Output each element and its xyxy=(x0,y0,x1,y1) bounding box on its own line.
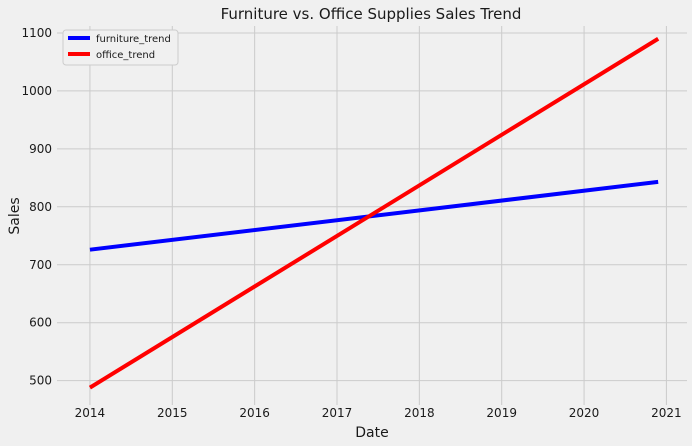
x-tick-label: 2017 xyxy=(322,406,353,420)
y-tick-label: 600 xyxy=(29,316,52,330)
series-line-office_trend xyxy=(88,37,660,390)
plot-area: 2014 2015 2016 2017 2018 2019 2020 2021 500 600 7… xyxy=(21,26,687,420)
chart-title: Furniture vs. Office Supplies Sales Tren… xyxy=(221,5,522,23)
x-tick-label: 2018 xyxy=(404,406,435,420)
legend-label: office_trend xyxy=(96,50,155,61)
y-tick-label: 700 xyxy=(29,258,52,272)
y-tick-label: 1100 xyxy=(21,26,52,40)
series-line-furniture_trend xyxy=(89,179,659,252)
y-axis-ticks: 500 600 700 800 900 1000 1100 xyxy=(21,26,52,388)
x-tick-label: 2015 xyxy=(157,406,188,420)
y-tick-label: 900 xyxy=(29,142,52,156)
x-tick-label: 2021 xyxy=(651,406,682,420)
legend-box xyxy=(62,29,179,66)
x-axis-ticks: 2014 2015 2016 2017 2018 2019 2020 2021 xyxy=(75,406,682,420)
x-tick-label: 2020 xyxy=(569,406,600,420)
x-axis-label: Date xyxy=(355,425,388,441)
y-tick-label: 1000 xyxy=(21,84,52,98)
x-tick-label: 2014 xyxy=(75,406,106,420)
series-group xyxy=(88,37,660,390)
legend-label: furniture_trend xyxy=(96,34,171,45)
y-tick-label: 800 xyxy=(29,200,52,214)
x-tick-label: 2016 xyxy=(239,406,270,420)
legend: furniture_trend office_trend xyxy=(62,29,179,66)
x-tick-label: 2019 xyxy=(486,406,517,420)
y-axis-label: Sales xyxy=(7,197,23,234)
y-tick-label: 500 xyxy=(29,374,52,388)
